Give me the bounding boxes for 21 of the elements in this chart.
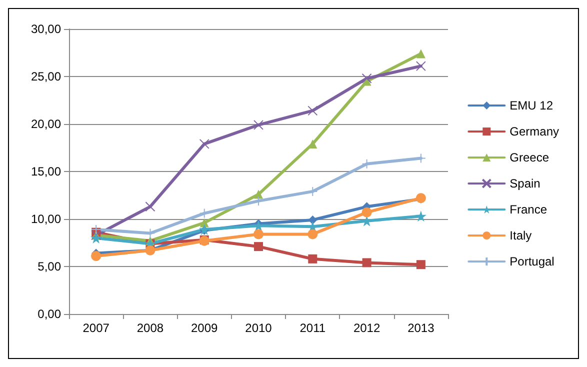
x-tick-label: 2009 (191, 321, 218, 335)
legend-label: Greece (510, 150, 550, 164)
y-tick-label: 10,00 (30, 212, 62, 226)
x-tick-label: 2007 (82, 321, 110, 335)
y-tick-label: 30,00 (30, 22, 62, 36)
y-tick-label: 20,00 (30, 117, 62, 131)
y-tick-label: 25,00 (30, 70, 62, 84)
x-tick-label: 2011 (300, 321, 326, 335)
x-tick-label: 2010 (245, 321, 272, 335)
y-tick-label: 5,00 (38, 260, 62, 274)
x-tick-label: 2008 (136, 321, 164, 335)
legend-label: Germany (510, 124, 560, 138)
y-tick-label: 15,00 (30, 164, 62, 178)
x-tick-label: 2013 (408, 321, 435, 335)
y-tick-label: 0,00 (38, 307, 62, 321)
legend-label: France (510, 202, 548, 216)
legend-label: Spain (510, 176, 540, 190)
legend-label: Italy (510, 228, 532, 242)
legend-label: Portugal (510, 254, 554, 268)
x-tick-label: 2012 (353, 321, 380, 335)
legend-label: EMU 12 (510, 98, 554, 112)
